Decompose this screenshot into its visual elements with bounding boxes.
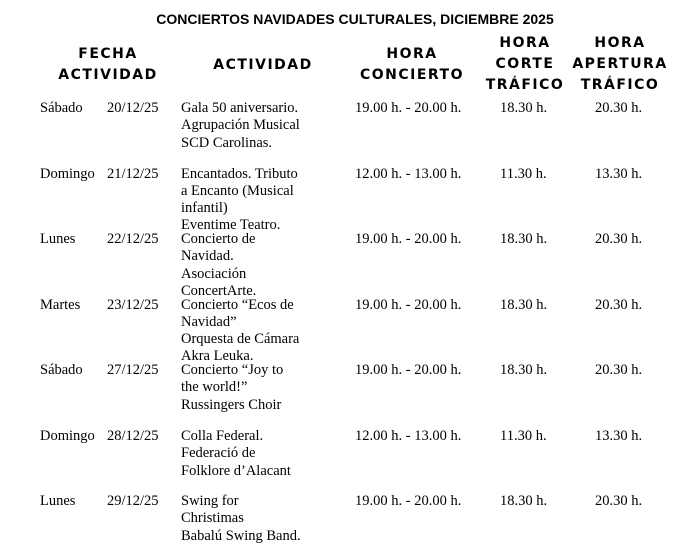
traffic-cut: 18.30 h. (500, 100, 548, 116)
activity-line: infantil) (181, 200, 228, 217)
traffic-open: 20.30 h. (595, 362, 643, 378)
header-line: FECHA (78, 46, 138, 62)
day: Martes (40, 296, 81, 313)
table-row: Domingo 28/12/25 12.00 h. - 13.00 h. 11.30 … (0, 428, 688, 494)
date: 20/12/25 (107, 100, 159, 116)
activity: Concierto “Joy to the world!” Russingers C… (181, 362, 283, 414)
activity-line: Folklore d’Alacant (181, 462, 291, 479)
activity: Colla Federal. Federació de Folklore d’Ala… (181, 428, 291, 480)
concert-time: 12.00 h. - 13.00 h. (355, 428, 462, 444)
header-line: APERTURA (572, 56, 668, 72)
traffic-cut: 18.30 h. (500, 362, 548, 378)
table-row: Sábado 20/12/25 19.00 h. - 20.00 h. 18.30 h… (0, 100, 688, 166)
column-header: HORA APERTURA TRÁFICO (550, 33, 688, 96)
activity-line: Orquesta de Cámara (181, 331, 300, 348)
traffic-cut: 11.30 h. (500, 165, 547, 182)
date: 23/12/25 (107, 296, 159, 313)
traffic-open: 20.30 h. (595, 296, 643, 313)
traffic-cut: 18.30 h. (500, 231, 548, 247)
concert-time: 12.00 h. - 13.00 h. (355, 165, 462, 182)
header-line: HORA (386, 46, 438, 62)
activity-line: Concierto de (181, 231, 256, 247)
activity-line: Colla Federal. (181, 428, 264, 444)
activity-line: Russingers Choir (181, 396, 282, 413)
traffic-open: 13.30 h. (595, 428, 643, 444)
activity-line: the world!” (181, 379, 248, 396)
day: Domingo (40, 165, 95, 182)
concert-time: 19.00 h. - 20.00 h. (355, 231, 462, 247)
activity-line: SCD Carolinas. (181, 134, 273, 151)
header-line: TRÁFICO (485, 77, 565, 93)
header-line: HORA (594, 35, 646, 51)
activity-line: Encantados. Tributo (181, 165, 298, 182)
activity-line: ConcertArte. (181, 282, 257, 297)
activity-line: Eventime Teatro. (181, 217, 281, 231)
day: Sábado (40, 100, 83, 116)
column-header: HORA CORTE TRÁFICO (455, 33, 595, 96)
traffic-open: 20.30 h. (595, 231, 643, 247)
header-line: HORA (499, 35, 551, 51)
activity-line: Concierto “Joy to (181, 362, 284, 378)
activity-line: a Encanto (Musical (181, 182, 294, 199)
activity: Encantados. Tributo a Encanto (Musical inf… (181, 166, 298, 232)
traffic-open: 20.30 h. (595, 493, 643, 509)
day: Sábado (40, 362, 83, 378)
activity-line: Asociación (181, 265, 247, 282)
activity: Gala 50 aniversario. Agrupación Musical SC… (181, 100, 300, 152)
day: Lunes (40, 231, 76, 247)
header-line: CONCIERTO (359, 67, 465, 83)
date: 29/12/25 (107, 493, 159, 509)
date: 22/12/25 (107, 231, 159, 247)
date: 28/12/25 (107, 428, 159, 444)
column-header: FECHA ACTIVIDAD (38, 44, 178, 86)
header-line: ACTIVIDAD (58, 67, 158, 83)
date: 21/12/25 (107, 165, 159, 182)
title: CONCIERTOS NAVIDADES CULTURALES, DICIEMB… (156, 11, 554, 27)
activity: Swing for Christimas Babalú Swing Band. (181, 493, 301, 545)
date: 27/12/25 (107, 362, 159, 378)
concert-time: 19.00 h. - 20.00 h. (355, 100, 462, 116)
header-line: TRÁFICO (580, 77, 660, 93)
traffic-open: 20.30 h. (595, 100, 643, 116)
activity-line: Babalú Swing Band. (181, 527, 301, 544)
table-row: Martes 23/12/25 19.00 h. - 20.00 h. 18.30 h… (0, 297, 688, 363)
activity-line: Concierto “Ecos de (181, 296, 294, 313)
activity-line: Gala 50 aniversario. (181, 100, 299, 116)
traffic-cut: 18.30 h. (500, 493, 548, 509)
activity-line: Christimas (181, 510, 244, 527)
day: Domingo (40, 428, 95, 444)
traffic-cut: 18.30 h. (500, 296, 548, 313)
concert-time: 19.00 h. - 20.00 h. (355, 362, 462, 378)
traffic-open: 13.30 h. (595, 165, 643, 182)
activity-line: Swing for (181, 493, 239, 509)
table-row: Lunes 29/12/25 19.00 h. - 20.00 h. 18.30 h.… (0, 493, 688, 552)
activity: Concierto de Navidad. Asociación ConcertArt… (181, 231, 256, 297)
traffic-cut: 11.30 h. (500, 428, 547, 444)
table-row: Lunes 22/12/25 19.00 h. - 20.00 h. 18.30 h.… (0, 231, 688, 297)
concert-time: 19.00 h. - 20.00 h. (355, 296, 462, 313)
column-header: ACTIVIDAD (193, 55, 333, 76)
activity-line: Akra Leuka. (181, 348, 254, 362)
table-row: Domingo 21/12/25 12.00 h. - 13.00 h. 11.30 … (0, 166, 688, 232)
activity-line: Agrupación Musical (181, 117, 300, 134)
header-line: ACTIVIDAD (213, 57, 313, 73)
activity-line: Navidad” (181, 313, 237, 330)
activity-line: Navidad. (181, 248, 234, 265)
day: Lunes (40, 493, 76, 509)
column-header: HORA CONCIERTO (342, 44, 482, 86)
concert-time: 19.00 h. - 20.00 h. (355, 493, 462, 509)
header-line: CORTE (495, 56, 555, 72)
table-row: Sábado 27/12/25 19.00 h. - 20.00 h. 18.30 h… (0, 362, 688, 428)
activity-line: Federació de (181, 445, 256, 462)
activity: Concierto “Ecos de Navidad” Orquesta de Cá… (181, 297, 299, 363)
